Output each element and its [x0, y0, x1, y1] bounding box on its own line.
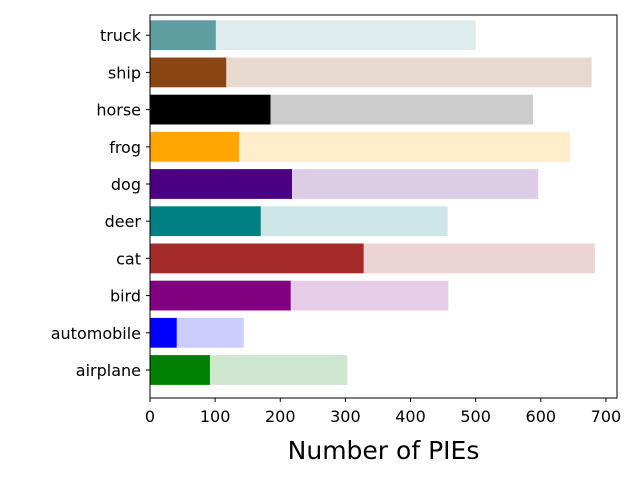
bar-highlight-frog: [150, 131, 240, 162]
plot-frame: [149, 14, 618, 399]
x-tick-label: 0: [145, 407, 155, 426]
x-tick-label: 400: [395, 407, 426, 426]
x-tick-label: 500: [460, 407, 491, 426]
y-tick-label: frog: [109, 138, 141, 157]
x-tick-label: 200: [265, 407, 296, 426]
bars-group: [150, 20, 595, 385]
y-tick-label: dog: [111, 175, 141, 194]
y-tick-label: horse: [96, 101, 141, 120]
bar-highlight-horse: [150, 94, 271, 125]
x-ticks: 0 100 200 300 400 500 600 700: [145, 398, 621, 426]
bar-highlight-deer: [150, 206, 261, 237]
y-tick-label: ship: [108, 63, 141, 82]
bar-highlight-truck: [150, 20, 216, 51]
y-tick-label: deer: [105, 212, 142, 231]
y-tick-label: cat: [116, 249, 141, 268]
y-tick-label: truck: [100, 26, 142, 45]
bar-highlight-airplane: [150, 355, 210, 385]
x-tick-label: 600: [526, 407, 557, 426]
x-axis-label: Number of PIEs: [288, 436, 480, 465]
bar-highlight-ship: [150, 57, 227, 88]
x-tick-label: 100: [200, 407, 231, 426]
y-tick-label: automobile: [51, 324, 141, 343]
x-tick-label: 700: [591, 407, 622, 426]
y-tick-label: airplane: [76, 361, 141, 380]
y-tick-label: bird: [110, 287, 141, 306]
bar-highlight-automobile: [150, 317, 177, 348]
bar-highlight-cat: [150, 243, 364, 274]
y-ticks: airplane automobile bird cat deer dog frog hors…: [51, 26, 150, 380]
bar-highlight-dog: [150, 169, 292, 199]
bar-highlight-bird: [150, 280, 291, 311]
x-tick-label: 300: [330, 407, 361, 426]
